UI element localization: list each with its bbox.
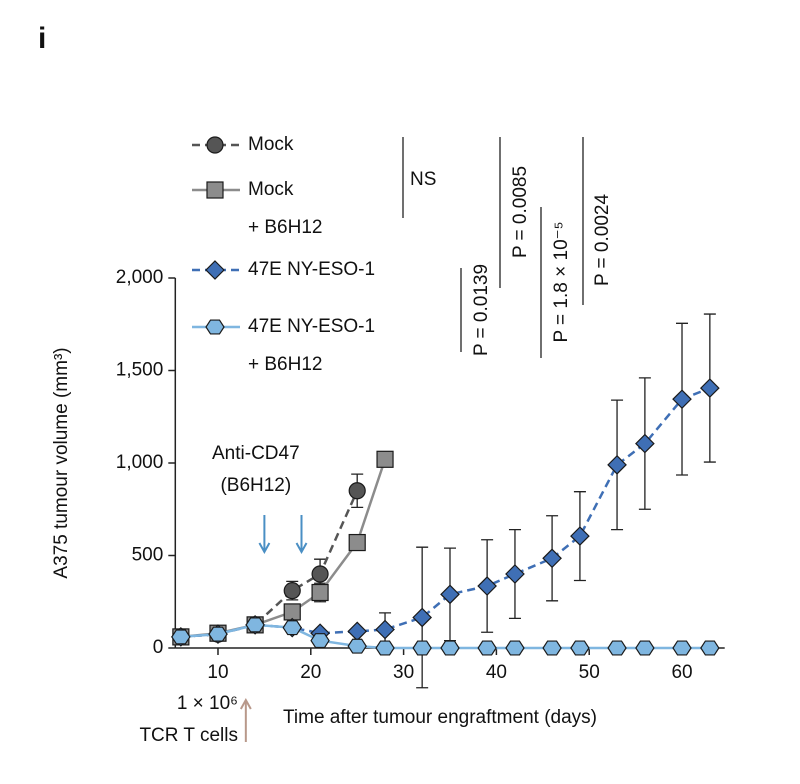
x-tick-label: 30: [393, 662, 414, 683]
marker: [440, 584, 460, 605]
marker: [635, 433, 655, 454]
marker: [570, 640, 590, 656]
series-line: [180, 386, 711, 639]
marker: [672, 640, 692, 656]
marker: [700, 378, 720, 398]
y-tick-label: 1,500: [116, 360, 164, 381]
marker: [505, 564, 525, 584]
marker: [672, 389, 692, 410]
marker: [206, 181, 224, 199]
y-tick-label: 2,000: [116, 267, 164, 288]
marker: [208, 626, 228, 642]
y-axis-title: A375 tumour volume (mm³): [51, 347, 72, 578]
marker: [283, 582, 301, 600]
x-tick-label: 40: [486, 662, 507, 683]
y-tick-label: 0: [153, 637, 164, 658]
panel-label: i: [38, 22, 46, 55]
x-tick-label: 10: [207, 662, 228, 683]
marker: [412, 640, 432, 656]
marker: [375, 640, 395, 656]
significance-label: NS: [410, 169, 436, 190]
legend-label: 47E NY-ESO-1 + B6H12: [248, 316, 376, 375]
marker: [245, 617, 265, 633]
marker: [700, 640, 720, 656]
legend-label: Mock + B6H12: [248, 179, 323, 238]
significance-brackets: [402, 137, 584, 358]
marker: [505, 640, 525, 656]
marker: [347, 638, 367, 654]
y-tick-label: 500: [132, 545, 164, 566]
x-tick-label: 20: [300, 662, 321, 683]
marker: [171, 629, 191, 645]
legend-label: 47E NY-ESO-1: [248, 259, 376, 280]
treatment-label: Anti-CD47 (B6H12): [212, 443, 300, 496]
x-axis-title: Time after tumour engraftment (days): [283, 707, 597, 728]
legend-label: Mock: [248, 134, 294, 155]
significance-label: P = 0.0085: [510, 166, 531, 258]
marker: [376, 450, 394, 468]
marker: [283, 603, 301, 621]
marker: [635, 640, 655, 656]
marker: [205, 260, 225, 280]
marker: [440, 640, 460, 656]
marker: [310, 633, 330, 649]
significance-label: P = 0.0139: [471, 264, 492, 356]
marker: [282, 620, 302, 636]
marker: [477, 640, 497, 656]
marker: [311, 583, 329, 602]
marker: [206, 136, 224, 154]
marker: [348, 482, 366, 500]
x-tick-label: 50: [579, 662, 600, 683]
x-tick-label: 60: [671, 662, 692, 683]
marker: [542, 640, 562, 656]
marker: [347, 621, 368, 642]
marker: [542, 548, 562, 569]
marker: [607, 455, 627, 475]
marker: [412, 607, 433, 628]
y-tick-label: 1,000: [116, 452, 164, 473]
significance-label: P = 1.8 × 10⁻⁵: [551, 221, 572, 342]
cells-label: 1 × 10⁶ TCR T cells: [139, 693, 238, 746]
marker: [477, 576, 497, 596]
arrow-head: [295, 542, 308, 555]
series-line: [180, 490, 359, 639]
significance-label: P = 0.0024: [592, 194, 613, 287]
marker: [311, 565, 329, 583]
marker: [375, 619, 395, 640]
marker: [607, 640, 627, 656]
arrow-head: [258, 542, 271, 555]
marker: [205, 319, 225, 335]
marker: [570, 526, 590, 546]
marker: [348, 533, 366, 552]
arrow-head: [239, 697, 252, 710]
